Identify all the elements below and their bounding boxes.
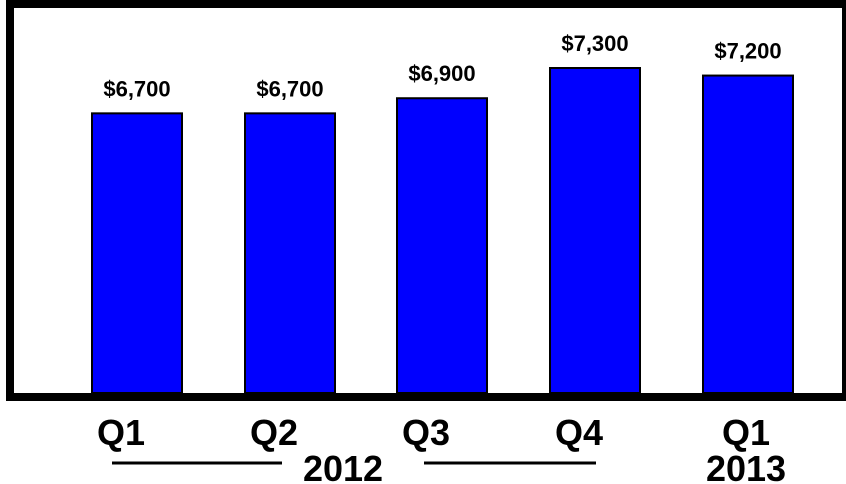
bar-3 <box>396 97 488 395</box>
bar-value-label-2: $6,700 <box>256 76 323 101</box>
category-labels-layer: Q1 Q2 Q3 Q4 Q1 <box>97 412 770 453</box>
plot-frame <box>6 0 846 401</box>
value-labels-layer: $6,700 $6,700 $6,900 $7,300 $7,200 <box>103 31 781 101</box>
bar-5 <box>702 74 794 394</box>
bar-value-label-1: $6,700 <box>103 76 170 101</box>
category-label-4: Q4 <box>555 412 603 453</box>
year-label-2012: 2012 <box>303 448 383 484</box>
bar-value-label-5: $7,200 <box>714 39 781 64</box>
category-label-1: Q1 <box>97 412 145 453</box>
bar-value-label-3: $6,900 <box>408 61 475 86</box>
category-label-3: Q3 <box>402 412 450 453</box>
bar-4 <box>549 67 641 394</box>
bar-1 <box>91 112 183 394</box>
year-group-layer: 2012 2013 <box>112 448 786 484</box>
year-label-2013: 2013 <box>706 448 786 484</box>
bars-layer <box>91 67 794 395</box>
bar-value-label-4: $7,300 <box>561 31 628 56</box>
bar-2 <box>244 112 336 394</box>
category-label-5: Q1 <box>722 412 770 453</box>
category-label-2: Q2 <box>250 412 298 453</box>
